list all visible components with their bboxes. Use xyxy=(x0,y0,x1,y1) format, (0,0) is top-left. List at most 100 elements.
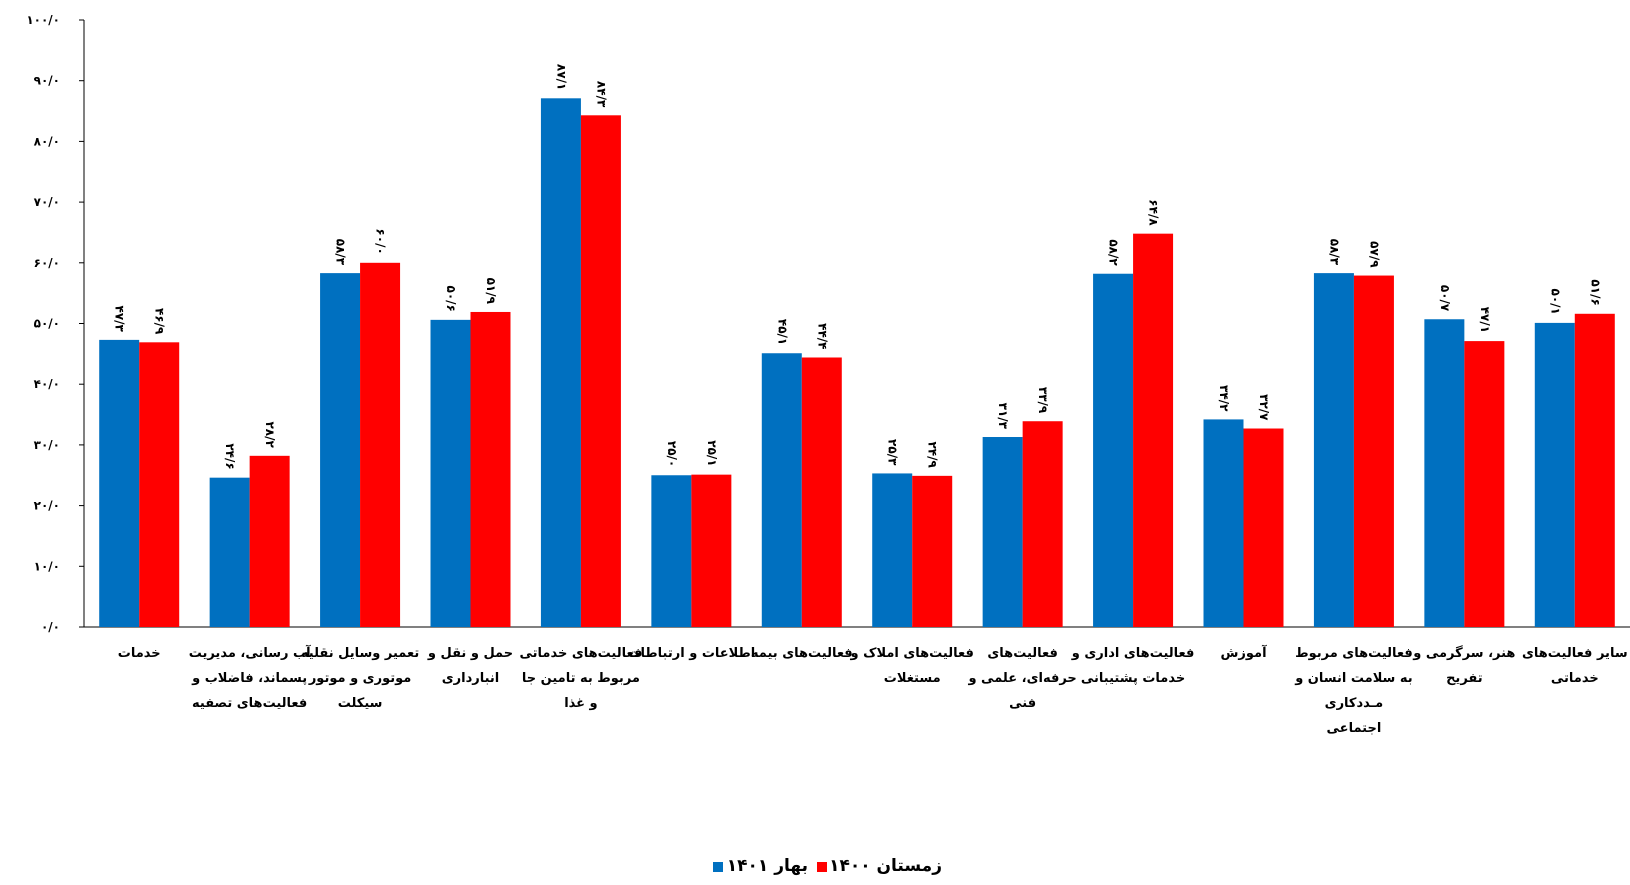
category-labels: خدمات آب رسانی، مدیریت پسماند، فاضلاب و فعا… xyxy=(118,644,1628,736)
data-label: ۴۷/۳ xyxy=(113,306,127,333)
category-label: اجتماعی xyxy=(1327,721,1382,736)
y-tick-label: ۳۰/۰ xyxy=(34,438,60,452)
category-label: آب رسانی، مدیریت xyxy=(189,644,311,661)
data-label: ۲۴/۹ xyxy=(926,441,940,468)
data-label: ۲۴/۶ xyxy=(223,443,237,469)
legend-swatch-winter-1400 xyxy=(817,862,827,872)
bar-winter-1400 xyxy=(1353,275,1394,627)
bar-winter-1400 xyxy=(1574,313,1615,627)
bar-spring-1401 xyxy=(1534,322,1575,627)
category-label: موتوری و موتور xyxy=(308,671,411,686)
data-label: ۴۷/۱ xyxy=(1478,307,1492,333)
category-label: به سلامت انسان و xyxy=(1294,671,1412,686)
bars xyxy=(99,98,1615,628)
category-label: مربوط به تامین جا xyxy=(522,671,640,686)
category-label: هنر، سرگرمی و xyxy=(1412,645,1515,661)
y-tick-label: ۱۰۰/۰ xyxy=(26,13,60,27)
bar-winter-1400 xyxy=(1022,421,1063,627)
category-label: تعمیر وسایل نقلیه xyxy=(301,646,419,661)
category-label: اطلاعات و ارتباطات xyxy=(627,646,755,661)
data-label: ۶۰/۰ xyxy=(374,228,388,254)
category-label: مـددکاری xyxy=(1325,696,1384,711)
bar-spring-1401 xyxy=(1313,273,1354,627)
y-tick-label: ۰/۰ xyxy=(41,620,60,634)
category-label: فعالیت‌های مربوط xyxy=(1295,646,1413,661)
bar-spring-1401 xyxy=(1424,319,1465,627)
data-label: ۲۵/۱ xyxy=(705,440,719,466)
category-label: سیکلت xyxy=(338,696,383,711)
y-tick-label: ۶۰/۰ xyxy=(34,256,60,270)
data-label: ۵۰/۶ xyxy=(444,285,458,311)
legend-label-spring-1401: بهار ۱۴۰۱ xyxy=(727,856,808,876)
y-tick-label: ۲۰/۰ xyxy=(34,499,60,513)
bar-winter-1400 xyxy=(912,475,953,627)
bar-winter-1400 xyxy=(1243,428,1284,627)
bar-winter-1400 xyxy=(360,262,401,627)
category-label: فعالیت‌های اداری و xyxy=(1071,646,1195,661)
data-label: ۸۷/۱ xyxy=(554,64,568,90)
bar-winter-1400 xyxy=(580,115,621,627)
legend-label-winter-1400: زمستان ۱۴۰۰ xyxy=(829,856,942,876)
y-tick-label: ۸۰/۰ xyxy=(34,134,60,148)
category-label: خدمات xyxy=(118,646,161,661)
bar-winter-1400 xyxy=(801,357,842,627)
bar-winter-1400 xyxy=(139,342,180,627)
bar-spring-1401 xyxy=(320,273,361,627)
category-label: فعالیت‌های تصفیه xyxy=(192,696,307,711)
data-label: ۳۱/۳ xyxy=(996,403,1010,430)
y-tick-label: ۱۰/۰ xyxy=(34,559,60,573)
data-label: ۵۸/۲ xyxy=(1107,239,1121,266)
category-label: سایر فعالیت‌های xyxy=(1522,646,1628,661)
data-labels: ۴۷/۳ ۴۶/۹ ۲۴/۶ ۲۸/۲ ۵۸/۳ ۶۰/۰ ۵۰/۶ ۵۱/۹ ۸۷/۱ ۸۴/۳… xyxy=(113,64,1603,470)
bar-spring-1401 xyxy=(982,437,1023,627)
data-label: ۶۴/۸ xyxy=(1147,199,1161,226)
category-label: انبارداری xyxy=(442,671,500,686)
bar-winter-1400 xyxy=(691,474,732,627)
data-label: ۵۸/۳ xyxy=(334,239,348,266)
data-label: ۳۳/۹ xyxy=(1036,387,1050,414)
y-tick-label: ۷۰/۰ xyxy=(34,195,60,209)
data-label: ۵۱/۶ xyxy=(1588,279,1602,305)
category-label: خدمات پشتیبانی xyxy=(1081,671,1185,686)
category-label: و غذا xyxy=(564,696,597,711)
data-label: ۵۱/۹ xyxy=(484,278,498,305)
bar-spring-1401 xyxy=(761,353,802,627)
category-label: فعالیت‌های املاک و xyxy=(850,646,974,661)
bar-winter-1400 xyxy=(470,311,511,627)
data-label: ۲۸/۲ xyxy=(263,421,277,448)
bar-winter-1400 xyxy=(1133,233,1174,627)
data-label: ۵۰/۱ xyxy=(1548,289,1562,315)
bar-spring-1401 xyxy=(872,473,913,627)
category-label: حمل و نقل و xyxy=(427,646,513,661)
category-label: آموزش xyxy=(1220,644,1267,661)
data-label: ۳۴/۲ xyxy=(1217,385,1231,412)
data-label: ۲۵/۰ xyxy=(665,441,679,467)
y-axis: ۰/۰ ۱۰/۰ ۲۰/۰ ۳۰/۰ ۴۰/۰ ۵۰/۰ ۶۰/۰ ۷۰/۰ ۸۰/۰ ۹۰/۰ ۱… xyxy=(26,13,85,634)
data-label: ۵۰/۷ xyxy=(1438,285,1452,312)
bar-spring-1401 xyxy=(209,477,250,627)
category-label: فعالیت‌های بیمه xyxy=(751,646,853,661)
bar-spring-1401 xyxy=(540,98,581,628)
bar-spring-1401 xyxy=(1203,419,1244,627)
data-label: ۸۴/۳ xyxy=(594,81,608,108)
bar-winter-1400 xyxy=(1464,341,1505,627)
y-tick-label: ۵۰/۰ xyxy=(34,317,60,331)
bar-spring-1401 xyxy=(430,319,471,627)
category-label: فعالیت‌های خدماتی xyxy=(519,646,642,661)
category-label: مستغلات xyxy=(884,671,941,686)
bar-spring-1401 xyxy=(651,475,692,627)
data-label: ۴۴/۴ xyxy=(815,323,829,349)
category-label: حرفه‌ای، علمی و xyxy=(967,671,1076,686)
category-label: فعالیت‌های xyxy=(987,646,1058,661)
bar-spring-1401 xyxy=(99,339,140,627)
data-label: ۲۵/۳ xyxy=(886,439,900,466)
data-label: ۵۸/۳ xyxy=(1327,239,1341,266)
legend-swatch-spring-1401 xyxy=(713,862,723,872)
bar-winter-1400 xyxy=(249,455,290,627)
category-label: تفریح xyxy=(1446,671,1483,686)
legend: بهار ۱۴۰۱ زمستان ۱۴۰۰ xyxy=(713,856,942,876)
category-label: خدماتی xyxy=(1551,671,1599,686)
data-label: ۴۶/۹ xyxy=(153,308,167,335)
